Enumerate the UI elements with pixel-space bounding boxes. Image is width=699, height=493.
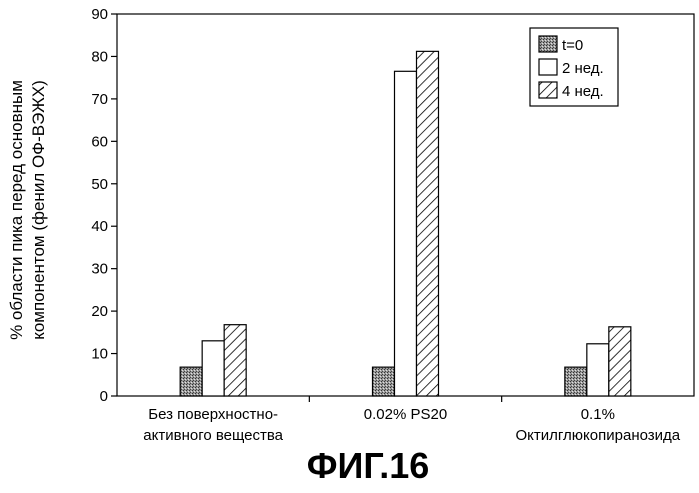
legend-swatch [538, 58, 558, 76]
y-tick-label: 60 [91, 133, 108, 150]
category-label: Октилглюкопиранозида [516, 427, 681, 444]
bars [179, 50, 632, 397]
legend-swatch [538, 81, 558, 99]
y-tick-label: 70 [91, 91, 108, 108]
legend-entry: 4 нед. [562, 83, 604, 100]
category-label: Без поверхностно- [148, 406, 278, 423]
category-label: 0.1% [581, 406, 615, 423]
y-tick-label: 40 [91, 218, 108, 235]
bar [393, 70, 418, 397]
bar [608, 326, 632, 397]
legend-swatch [538, 35, 558, 53]
bar [415, 50, 440, 397]
bar [179, 366, 203, 397]
y-tick-label: 80 [91, 48, 108, 65]
category-label: активного вещества [143, 427, 283, 444]
y-tick-label: 0 [100, 388, 108, 405]
y-axis-label-line-1: % области пика перед основным [7, 80, 26, 340]
y-tick-label: 50 [91, 176, 108, 193]
category-labels: Без поверхностно-активного вещества 0.02%… [143, 396, 681, 444]
legend-entry: t=0 [562, 37, 583, 54]
y-tick-label: 20 [91, 303, 108, 320]
y-tick-label: 10 [91, 346, 108, 363]
y-axis-label: % области пика перед основным компоненто… [7, 80, 48, 340]
y-axis-label-line-2: компонентом (фенил ОФ-ВЭЖХ) [29, 80, 48, 340]
y-axis: 0 10 20 30 40 50 60 70 80 90 [91, 6, 117, 405]
y-tick-label: 90 [91, 6, 108, 23]
y-tick-label: 30 [91, 261, 108, 278]
bar [201, 340, 225, 397]
figure-label: ФИГ.16 [307, 445, 430, 486]
bar [371, 366, 396, 397]
category-label: 0.02% PS20 [364, 406, 447, 423]
bar [223, 324, 247, 397]
legend-entry: 2 нед. [562, 60, 604, 77]
bar [564, 366, 588, 397]
legend: t=0 2 нед. 4 нед. [529, 27, 619, 107]
bar [586, 343, 610, 397]
